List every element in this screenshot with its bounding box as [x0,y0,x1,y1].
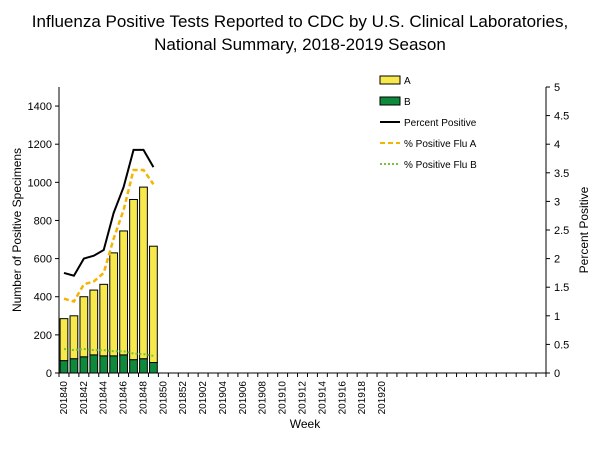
y-axis-title: Number of Positive Specimens [10,148,24,312]
y-right-tick-label-0-5: 0.5 [554,339,569,351]
y-right-tick-label-3: 3 [554,196,560,208]
x-tick-label-201910: 201910 [278,381,289,415]
x-tick-label-201916: 201916 [337,381,348,415]
y-right-tick-label-1-5: 1.5 [554,282,569,294]
y-tick-label-600: 600 [34,254,52,266]
x-tick-label-201850: 201850 [158,381,169,415]
y-tick-label-1400: 1400 [28,101,52,113]
bar-a-201848 [139,186,148,360]
legend-label-a: A [404,76,411,87]
chart-title: Influenza Positive Tests Reported to CDC… [0,10,600,56]
x-tick-label-201904: 201904 [218,381,229,415]
y-right-tick-label-2: 2 [554,254,560,266]
bar-a-201846 [119,230,128,356]
y-tick-label-0: 0 [46,368,52,380]
x-tick-label-201914: 201914 [317,381,328,415]
bar-b-201848 [139,358,148,374]
legend-label-b: B [404,97,411,108]
bar-b-201849 [149,362,158,374]
y-tick-label-800: 800 [34,215,52,227]
line-percent-positive [63,148,155,277]
y-tick-label-1200: 1200 [28,139,52,151]
chart-title-line-1: Influenza Positive Tests Reported to CDC… [31,12,569,31]
chart-title-line-2: National Summary, 2018-2019 Season [154,35,446,54]
x-axis-title: Week [290,417,321,431]
legend-swatch-b [379,96,401,106]
bar-b-201843 [89,354,99,374]
bar-a-201842 [79,296,89,358]
y-axis-right-title: Percent Positive [577,186,591,273]
y-right-tick-label-2-5: 2.5 [554,225,569,237]
x-tick-label-201840: 201840 [59,381,70,415]
x-tick-label-201912: 201912 [298,381,309,415]
y-right-tick-label-3-5: 3.5 [554,168,569,180]
bar-b-201842 [79,356,89,374]
bar-a-201843 [89,289,99,356]
x-tick-label-201920: 201920 [377,381,388,415]
x-tick-label-201848: 201848 [138,381,149,415]
bar-b-201845 [109,355,119,374]
legend-label-percent-positive: Percent Positive [404,118,477,129]
legend-label-positive-flu-a: % Positive Flu A [404,139,477,150]
y-right-tick-label-4: 4 [554,139,560,151]
y-right-tick-label-1: 1 [554,311,560,323]
x-tick-label-201918: 201918 [357,381,368,415]
x-tick-label-201846: 201846 [119,381,130,415]
bar-b-201841 [69,358,79,374]
x-tick-label-201844: 201844 [99,381,110,415]
y-right-tick-label-5: 5 [554,82,560,94]
y-tick-label-400: 400 [34,292,52,304]
bar-b-201840 [59,360,69,374]
line-positive-flu-a [63,168,155,303]
bar-a-201844 [99,283,109,357]
y-tick-label-200: 200 [34,330,52,342]
bar-b-201846 [119,354,128,374]
legend-label-positive-flu-b: % Positive Flu B [404,160,477,171]
bar-a-201841 [69,315,79,360]
bar-a-201847 [129,198,138,361]
x-tick-label-201842: 201842 [79,381,90,415]
x-tick-label-201902: 201902 [198,381,209,415]
line-positive-flu-b [63,347,154,357]
y-tick-label-1000: 1000 [28,177,52,189]
bar-a-201845 [109,252,119,357]
bar-a-201849 [149,245,158,364]
y-right-tick-label-4-5: 4.5 [554,111,569,123]
bar-b-201847 [129,359,138,374]
legend-swatch-a [379,75,401,85]
x-tick-label-201908: 201908 [258,381,269,415]
bar-b-201844 [99,355,109,374]
y-right-tick-label-0: 0 [554,368,560,380]
x-tick-label-201852: 201852 [178,381,189,415]
x-tick-label-201906: 201906 [238,381,249,415]
bar-a-201840 [59,318,69,362]
